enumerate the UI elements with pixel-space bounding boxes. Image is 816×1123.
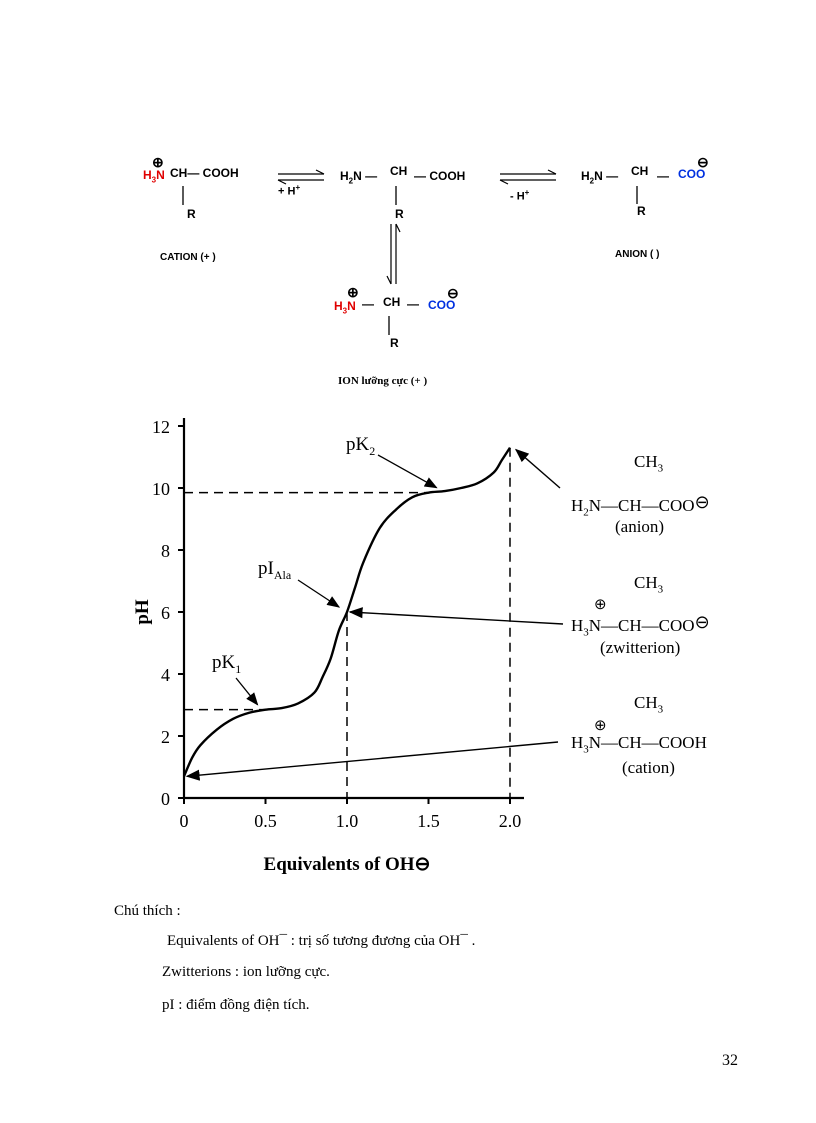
zwitter-dash1: — (362, 297, 374, 311)
x-tick-label: 1.5 (417, 811, 440, 831)
cation-amine: H3N (143, 168, 165, 185)
anion-name: (anion) (615, 517, 665, 536)
anion-dash: — (657, 169, 669, 183)
anion-ch: CH (631, 164, 649, 178)
anion-amine: H2N — (581, 169, 619, 186)
zwitter-ch: CH (383, 295, 401, 309)
cation-chain: CH— COOH (170, 166, 239, 180)
structure-arrow (185, 741, 559, 781)
notes-line2: Zwitterions : ion lưỡng cực. (162, 964, 330, 980)
zwitter-name: (zwitterion) (600, 638, 681, 657)
annotation-label: pK1 (212, 652, 241, 676)
x-axis-label: Equivalents of OH⊖ (264, 854, 431, 875)
equilibrium-lines (182, 169, 638, 335)
x-tick-label: 1.0 (336, 811, 359, 831)
neutral-ch: CH (390, 164, 408, 178)
annotation-sub: Ala (274, 568, 292, 582)
notes-title: Chú thích : (114, 903, 181, 919)
y-tick-label: 6 (161, 603, 170, 623)
annotation-arrow (377, 454, 438, 489)
neutral-acid: — COOH (414, 169, 466, 183)
zwitter-charge-neg: ⊖ (447, 285, 459, 301)
arrow2-label: - H+ (510, 188, 530, 203)
page-number: 32 (722, 1052, 738, 1069)
anion-acid: COO (678, 167, 706, 181)
zwitter-dash: — (407, 297, 419, 311)
reference-lines (184, 447, 511, 798)
zwitter-plus: ⊕ (594, 597, 607, 613)
notes-line3: pI : điểm đồng điện tích. (162, 997, 310, 1013)
y-tick-label: 10 (152, 479, 170, 499)
cation-charge: ⊕ (152, 154, 164, 170)
y-tick-label: 8 (161, 541, 170, 561)
structure-arrow (514, 448, 561, 489)
x-tick-label: 2.0 (499, 811, 522, 831)
zwitter-top: CH3 (634, 573, 664, 596)
anion-label: ANION ( ) (615, 249, 660, 260)
annotation-label: pIAla (258, 558, 292, 582)
y-tick-label: 12 (152, 417, 170, 437)
anion-formula: H2N—CH—COO⊖ (571, 492, 710, 519)
arrow1-label: + H+ (278, 183, 301, 198)
cation-top: CH3 (634, 693, 664, 716)
zwitter-acid: COO (428, 298, 456, 312)
zwitter-charge-pos: ⊕ (347, 284, 359, 300)
annotations: pK2 pIAla pK1 (185, 434, 564, 781)
anion-substituent: R (637, 204, 646, 218)
zwitter-substituent: R (390, 336, 399, 350)
neutral-amine: H2N — (340, 169, 378, 186)
x-tick-label: 0 (180, 811, 189, 831)
zwitterion-label: ION lưỡng cực (+ ) (338, 375, 428, 387)
y-tick-label: 4 (161, 665, 170, 685)
anion-charge: ⊖ (697, 154, 709, 170)
anion-top: CH3 (634, 452, 664, 475)
y-axis-label: pH (132, 599, 153, 625)
cation-struct-formula: H3N—CH—COOH (571, 733, 707, 756)
cation-name: (cation) (622, 758, 675, 777)
chart-axes (178, 418, 524, 804)
annotation-label: pK2 (346, 434, 375, 458)
cation-substituent: R (187, 207, 196, 221)
annotation-arrow (297, 579, 341, 608)
y-tick-label: 0 (161, 789, 170, 809)
notes-line1: Equivalents of OH¯ : trị số tương đương … (167, 933, 476, 949)
neutral-substituent: R (395, 207, 404, 221)
x-tick-label: 0.5 (254, 811, 277, 831)
structure-arrow (348, 607, 564, 625)
y-tick-label: 2 (161, 727, 170, 747)
annotation-arrow (235, 677, 259, 706)
zwitter-amine: H3N (334, 299, 356, 316)
titration-curve (182, 447, 512, 777)
annotation-sub: 1 (235, 662, 241, 676)
cation-plus: ⊕ (594, 718, 607, 734)
zwitter-struct-formula: H3N—CH—COO⊖ (571, 612, 710, 639)
annotation-sub: 2 (369, 444, 375, 458)
cation-label: CATION (+ ) (160, 252, 216, 263)
